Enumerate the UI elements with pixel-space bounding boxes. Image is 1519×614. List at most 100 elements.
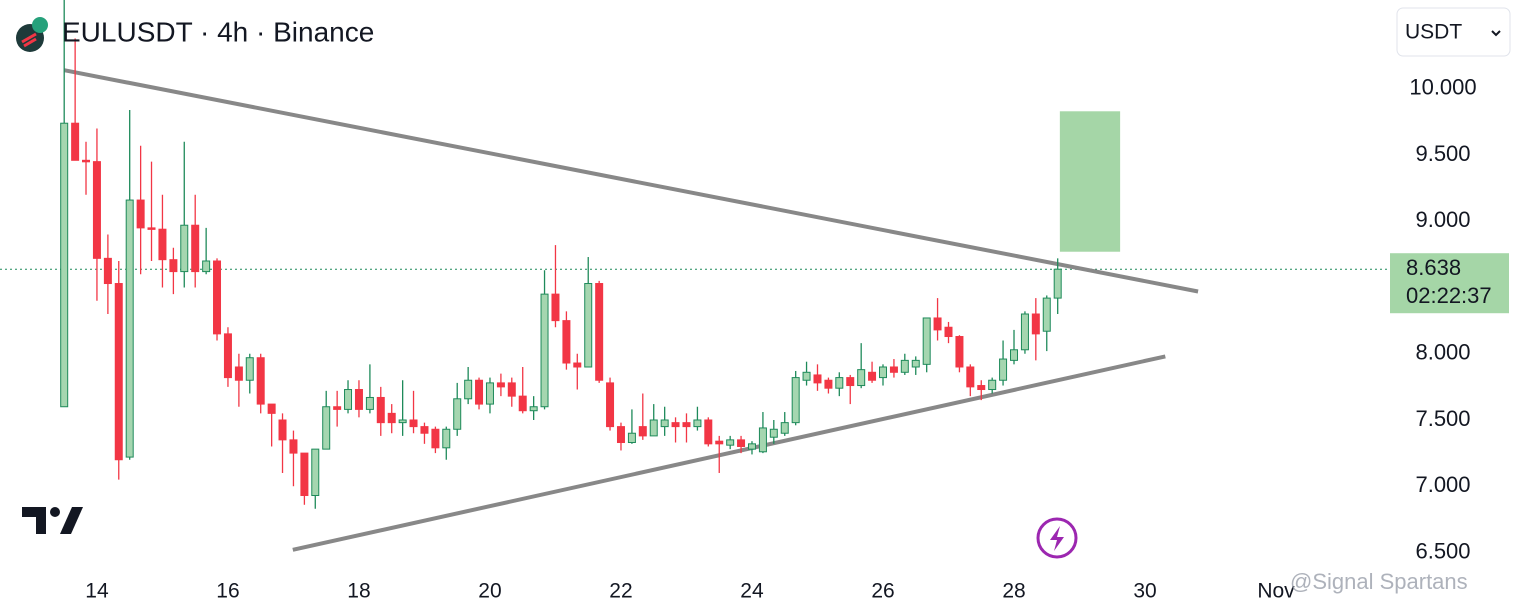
tv-logo-part [60, 507, 83, 534]
tv-logo-part [50, 507, 60, 517]
tv-logo-part [22, 507, 46, 534]
trendline [292, 354, 1166, 552]
candle-body [234, 366, 243, 381]
candle-body [202, 260, 211, 273]
candle-body [726, 439, 735, 446]
candle-body [213, 260, 222, 335]
candle-body [780, 422, 789, 434]
candle-body [660, 419, 669, 428]
candle-body [737, 439, 746, 447]
candle-body [616, 426, 625, 444]
candle-body [147, 227, 156, 230]
candle-body [944, 326, 953, 338]
candle-body [977, 385, 986, 391]
x-tick-label: 20 [478, 580, 501, 603]
candle-body [747, 443, 756, 450]
candle-body [278, 419, 287, 441]
x-tick-label: 26 [871, 580, 894, 603]
candle-body [442, 428, 451, 449]
candle-body [387, 412, 396, 424]
candle-body [125, 199, 134, 458]
candle-body [322, 406, 331, 450]
main-layer: 6.5007.0007.5008.0008.5009.0009.50010.00… [0, 0, 1509, 603]
candle-body [1042, 297, 1051, 332]
candle-body [1020, 313, 1029, 351]
x-tick-label: 22 [609, 580, 632, 603]
candle-body [878, 366, 887, 379]
candle-body [769, 428, 778, 438]
select-box[interactable] [1396, 7, 1511, 57]
countdown-label: 02:22:37 [1406, 283, 1492, 308]
candle-body [82, 159, 91, 163]
y-tick-label: 10.000 [1409, 75, 1476, 100]
candle-body [60, 122, 69, 408]
select-caret [1491, 30, 1501, 37]
y-tick-label: 7.000 [1415, 472, 1470, 497]
candle-body [1031, 313, 1040, 335]
candle-body [715, 440, 724, 445]
price-label-box [1390, 253, 1509, 314]
x-tick-label: 18 [347, 580, 370, 603]
candle-body [365, 396, 374, 410]
candle-body [136, 199, 145, 229]
candle-body [191, 224, 200, 273]
candle-body [966, 366, 975, 388]
candle-body [758, 427, 767, 453]
candle-body [791, 377, 800, 424]
x-tick-label: 24 [740, 580, 764, 603]
y-tick-label: 9.500 [1415, 141, 1470, 166]
candle-body [92, 161, 101, 259]
x-tick-label: 14 [85, 580, 109, 603]
candle-body [518, 395, 527, 412]
zone-layer [1059, 111, 1121, 252]
candle-body [551, 293, 560, 322]
candle-body [933, 317, 942, 331]
candle-body [988, 379, 997, 391]
candle-body [955, 336, 964, 368]
candle-body [398, 419, 407, 424]
candle-body [1053, 268, 1062, 299]
watermark: @Signal Spartans [1290, 569, 1468, 594]
candle-body [300, 452, 309, 497]
candle-body [114, 283, 123, 461]
candle-body [999, 358, 1008, 381]
select-label[interactable]: USDT [1405, 21, 1462, 44]
candle-body [857, 369, 866, 387]
candle-body [562, 320, 571, 364]
candle-body [507, 382, 516, 397]
candle-body [409, 419, 418, 428]
candle-body [606, 382, 615, 428]
flash-icon[interactable] [1036, 517, 1078, 559]
candle-body [289, 439, 298, 454]
candle-body [802, 371, 811, 381]
candle-body [344, 389, 353, 410]
currency-select[interactable]: USDT [1396, 7, 1511, 57]
candle-body [813, 374, 822, 384]
candle-body [311, 448, 320, 497]
y-tick-label: 8.000 [1415, 340, 1470, 365]
trendline [63, 68, 1199, 294]
logo-mark [21, 32, 37, 48]
candle-body [682, 422, 691, 428]
candle-body [245, 357, 254, 381]
exchange-logo [16, 17, 48, 52]
candle-body [354, 389, 363, 410]
candle-body [464, 379, 473, 400]
candle-body [169, 259, 178, 273]
candle-body [180, 224, 189, 273]
candle-body [704, 419, 713, 445]
candle-body [573, 362, 582, 368]
candle-body [868, 371, 877, 381]
candle-body [911, 359, 920, 368]
candle-body [267, 403, 276, 414]
candle-body [529, 406, 538, 412]
candle-body [693, 419, 702, 428]
x-tick-label: Nov [1257, 580, 1295, 603]
candle-body [420, 426, 429, 434]
x-tick-label: 28 [1002, 580, 1025, 603]
x-tick-label: 30 [1133, 580, 1156, 603]
candle-body [846, 377, 855, 387]
candle-body [649, 419, 658, 437]
target-zone [1059, 111, 1121, 252]
